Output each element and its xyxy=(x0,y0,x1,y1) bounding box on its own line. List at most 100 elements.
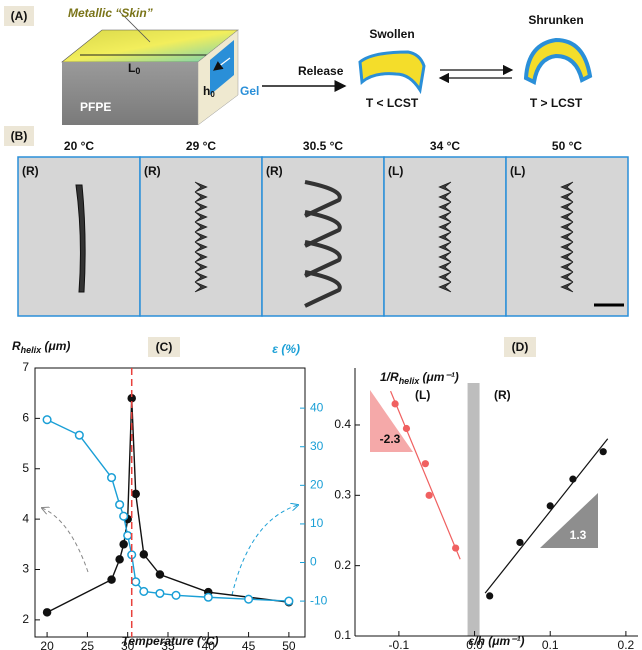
length-sub: 0 xyxy=(135,66,140,76)
temperature-label: 30.5 °C xyxy=(303,139,343,153)
length-main: L xyxy=(128,61,135,75)
series-label: (R) xyxy=(494,388,511,402)
data-point xyxy=(547,502,554,509)
slope-label: -2.3 xyxy=(380,432,401,446)
x-axis-label: ε/h (μm⁻¹) xyxy=(469,634,525,648)
swollen-shape xyxy=(360,52,424,90)
data-point xyxy=(108,474,116,482)
height-sub: 0 xyxy=(210,90,215,99)
data-point xyxy=(43,416,51,424)
x-tick-label: -0.1 xyxy=(389,638,410,650)
handedness-label: (L) xyxy=(388,164,403,178)
y-label-sub: helix xyxy=(21,345,43,355)
panel-label: (D) xyxy=(512,340,529,354)
data-point xyxy=(486,592,493,599)
data-point xyxy=(172,592,180,600)
panel-label: (C) xyxy=(156,340,173,354)
shrunken-title: Shrunken xyxy=(528,13,583,27)
y2-tick-label: -10 xyxy=(310,593,328,607)
handedness-label: (R) xyxy=(266,164,283,178)
swollen-condition: T < LCST xyxy=(366,96,419,110)
y-tick-label: 0.3 xyxy=(334,487,351,501)
substrate-label: PFPE xyxy=(80,100,111,114)
data-point xyxy=(132,490,139,497)
temperature-label: 20 °C xyxy=(64,139,94,153)
data-point xyxy=(156,571,163,578)
data-point xyxy=(120,541,127,548)
x-tick-label: 50 xyxy=(282,639,296,650)
x-tick-label: 0.1 xyxy=(542,638,559,650)
data-point xyxy=(422,460,429,467)
series-label: (L) xyxy=(415,388,430,402)
panel-a: (A) Metallic “Skin” L0 h0 PFPE Gel Relea… xyxy=(4,6,590,125)
data-point xyxy=(569,476,576,483)
panel-label: (A) xyxy=(11,9,28,23)
y-axis-label: Rhelix (μm) xyxy=(12,339,70,355)
skin-label: Metallic “Skin” xyxy=(68,6,153,20)
plot-frame xyxy=(35,368,305,637)
data-point xyxy=(452,544,459,551)
left-axis-arrow xyxy=(42,508,88,572)
handedness-label: (R) xyxy=(22,164,39,178)
y-label-unit: (μm) xyxy=(41,339,70,353)
y2-tick-label: 20 xyxy=(310,477,324,491)
data-point xyxy=(76,431,84,439)
data-point xyxy=(44,609,51,616)
right-axis-arrow xyxy=(232,505,298,595)
temperature-label: 34 °C xyxy=(430,139,460,153)
panel-b: (B) 20 °C(R)29 °C(R)30.5 °C(R)34 °C(L)50… xyxy=(4,126,628,316)
y2-tick-label: 0 xyxy=(310,555,317,569)
data-point xyxy=(392,400,399,407)
gel-label: Gel xyxy=(240,84,259,98)
data-point xyxy=(132,578,140,586)
data-point xyxy=(245,595,253,603)
y-tick-label: 4 xyxy=(22,511,29,525)
data-point xyxy=(116,556,123,563)
x-axis-label: Temperature (°C) xyxy=(121,634,218,648)
y-label-sub: helix xyxy=(399,376,421,386)
temperature-label: 29 °C xyxy=(186,139,216,153)
shrunken-shape xyxy=(526,40,590,82)
y2-tick-label: 10 xyxy=(310,516,324,530)
data-point xyxy=(204,593,212,601)
y2-axis-label: ε (%) xyxy=(272,342,300,356)
y2-tick-label: 30 xyxy=(310,439,324,453)
figure: (A) Metallic “Skin” L0 h0 PFPE Gel Relea… xyxy=(0,0,642,650)
y-label-main: R xyxy=(12,339,21,353)
swollen-title: Swollen xyxy=(369,27,414,41)
y-tick-label: 0.1 xyxy=(334,628,351,642)
y-tick-label: 6 xyxy=(22,411,29,425)
temperature-label: 50 °C xyxy=(552,139,582,153)
divider-band xyxy=(468,383,480,636)
data-point xyxy=(140,588,148,596)
y-tick-label: 5 xyxy=(22,461,29,475)
slope-label: 1.3 xyxy=(570,528,587,542)
y-tick-label: 3 xyxy=(22,562,29,576)
x-tick-label: 20 xyxy=(40,639,54,650)
y-label-main: 1/R xyxy=(380,370,399,384)
data-point xyxy=(285,597,293,605)
height-main: h xyxy=(203,84,210,98)
data-point xyxy=(120,512,128,520)
series-line xyxy=(47,420,289,601)
fit-line xyxy=(391,391,461,559)
data-point xyxy=(600,448,607,455)
x-tick-label: 45 xyxy=(242,639,256,650)
y-tick-label: 0.4 xyxy=(334,417,351,431)
handedness-label: (R) xyxy=(144,164,161,178)
data-point xyxy=(156,590,164,598)
data-point xyxy=(426,492,433,499)
y-tick-label: 2 xyxy=(22,612,29,626)
x-tick-label: 25 xyxy=(81,639,95,650)
y-axis-label: 1/Rhelix (μm⁻¹) xyxy=(380,370,459,386)
release-label: Release xyxy=(298,64,344,78)
data-point xyxy=(116,501,124,509)
data-point xyxy=(403,425,410,432)
handedness-label: (L) xyxy=(510,164,525,178)
y-tick-label: 7 xyxy=(22,360,29,374)
y-tick-label: 0.2 xyxy=(334,558,351,572)
y-label-unit: (μm⁻¹) xyxy=(419,370,459,384)
y2-tick-label: 40 xyxy=(310,400,324,414)
